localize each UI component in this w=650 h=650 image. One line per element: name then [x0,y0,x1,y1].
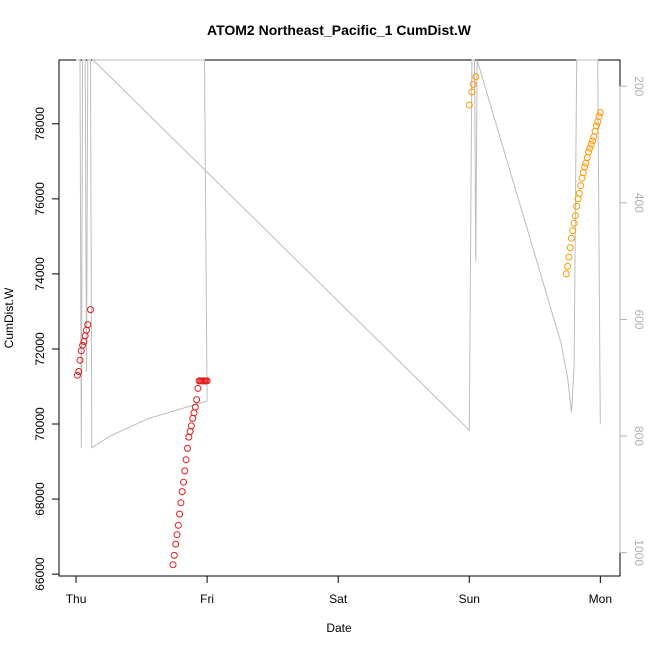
series-4 [562,109,604,278]
depth-profile-line [76,59,601,449]
data-point [591,127,599,135]
data-point [173,531,181,539]
data-point [186,428,194,435]
y2-tick-label: 800 [632,426,646,446]
y-tick-label: 74000 [33,257,47,291]
data-point [590,133,598,141]
depth-profile-layer [76,59,601,449]
data-point [575,189,583,197]
data-point [465,101,473,109]
data-point [187,422,195,430]
x-tick-label: Fri [200,592,214,606]
data-point [87,306,94,314]
data-point [566,244,574,252]
data-point [586,144,594,152]
y2-tick-label: 1000 [632,539,646,566]
data-point [176,510,184,518]
y-tick-label: 76000 [33,182,47,216]
y-axis-title: CumDist.W [2,287,16,348]
data-point [595,112,603,120]
y-axis-left: 66000 68000 70000 72000 74000 76000 78000 [33,107,60,591]
data-point [73,371,81,379]
y-tick-label: 78000 [33,107,47,141]
data-point [564,262,572,270]
plot-area-border [58,59,621,577]
series-1 [73,306,94,379]
data-point [585,148,592,156]
x-axis: Thu Fri Sat Sun Mon [66,575,612,606]
data-point [190,409,198,417]
y-tick-label: 66000 [33,557,47,591]
data-point [472,73,480,81]
x-tick-label: Sun [459,592,480,606]
data-point [468,88,476,96]
data-point [592,122,600,130]
y-axis-right: 200 400 600 800 1000 [619,76,646,566]
data-point [84,321,92,329]
data-point [578,174,586,182]
data-point [596,109,604,116]
chart-title: ATOM2 Northeast_Pacific_1 CumDist.W [207,22,472,38]
data-point [170,551,178,559]
data-point [81,332,89,340]
series-3 [465,73,480,109]
y-tick-label: 72000 [33,332,47,366]
data-point [579,169,587,177]
data-point [573,202,581,210]
data-point [181,467,189,475]
data-point [469,80,477,88]
data-points-layer [73,73,604,569]
data-point [191,403,199,411]
x-tick-label: Thu [66,592,87,606]
data-point [587,140,595,148]
y-tick-label: 68000 [33,482,47,516]
data-point [565,253,573,261]
data-point [581,163,589,171]
data-point [178,488,186,496]
data-point [569,227,577,235]
data-point [577,182,585,190]
data-point [172,540,180,548]
data-point [182,456,190,464]
y2-tick-label: 600 [632,309,646,329]
data-point [582,159,590,167]
data-point [169,561,177,569]
x-tick-label: Sat [329,592,348,606]
data-point [189,414,197,422]
data-point [570,219,578,227]
data-point [185,433,193,441]
data-point [583,154,591,162]
data-point [568,234,575,242]
data-point [79,341,87,349]
data-point [180,478,187,486]
y-tick-label: 70000 [33,407,47,441]
x-axis-title: Date [326,621,352,635]
x-tick-label: Mon [589,592,612,606]
data-point [571,212,579,220]
data-point [203,377,211,385]
data-point [193,396,201,404]
y2-tick-label: 400 [632,193,646,213]
y2-tick-label: 200 [632,76,646,96]
series-2 [169,377,211,569]
data-point [174,521,182,529]
data-point [589,137,596,145]
data-point [562,270,570,278]
data-point [76,356,84,364]
data-point [75,368,83,375]
data-point [194,384,202,392]
data-point [184,444,191,452]
data-point [177,499,185,507]
